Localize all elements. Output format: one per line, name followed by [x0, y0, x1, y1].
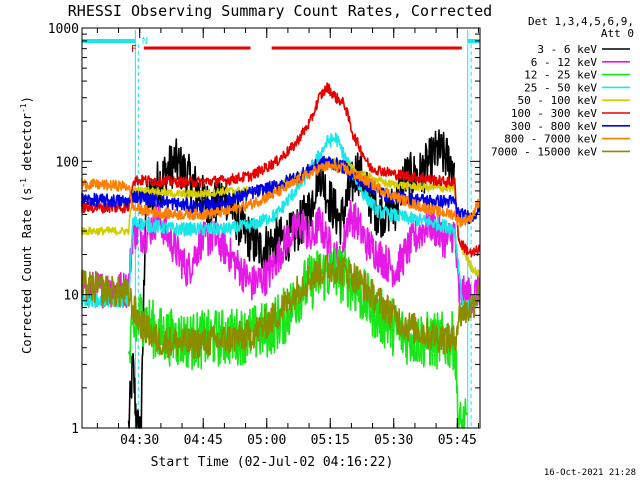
x-tick-label: 05:45: [438, 433, 477, 448]
y-axis-label-part: detector: [20, 113, 34, 178]
x-tick-label: 04:45: [184, 433, 223, 448]
footer-timestamp: 16-Oct-2021 21:28: [544, 468, 636, 478]
x-tick-label: 05:15: [311, 433, 350, 448]
night-flag-label: N: [142, 36, 148, 47]
plot-frame: [81, 27, 481, 429]
legend-header-line-2: Att 0: [601, 27, 634, 40]
y-tick-label: 1: [71, 422, 79, 437]
x-tick-label: 05:00: [247, 433, 286, 448]
legend-label: 12 - 25 keV: [524, 69, 597, 82]
series-line-7: [81, 155, 481, 225]
legend-label: 50 - 100 keV: [518, 94, 598, 107]
legend-label: 300 - 800 keV: [511, 120, 597, 133]
legend-label: 7000 - 15000 keV: [491, 145, 597, 158]
series-line-9: [81, 254, 481, 360]
x-tick-label: 05:30: [374, 433, 413, 448]
chart-title: RHESSI Observing Summary Count Rates, Co…: [68, 2, 492, 20]
axes-layer: 04:30 04:45 05:00 05:15 05:30 05:45 1 10 100 1000: [48, 22, 481, 448]
series-line-8: [81, 160, 481, 228]
series-line-3: [127, 247, 468, 429]
series-line-6: [81, 82, 481, 258]
y-axis-label-superscript: -1: [19, 178, 28, 188]
legend-label: 6 - 12 keV: [531, 56, 598, 69]
legend-label: 100 - 300 keV: [511, 107, 597, 120]
y-tick-label: 10: [63, 289, 79, 304]
series-line-4: [81, 132, 481, 313]
x-tick-label: 04:30: [120, 433, 159, 448]
legend-label: 800 - 7000 keV: [504, 133, 597, 146]
legend-label: 25 - 50 keV: [524, 81, 597, 94]
y-tick-label: 100: [56, 155, 79, 170]
series-line-2: [81, 199, 481, 314]
legend-header-line-1: Det 1,3,4,5,6,9,: [528, 15, 634, 28]
flare-flag-label: F: [131, 44, 137, 55]
y-axis-label-part: Corrected Count Rate (s: [20, 188, 34, 354]
y-axis-label: Corrected Count Rate (s-1 detector-1): [19, 96, 34, 354]
y-axis-label-superscript: -1: [19, 103, 28, 113]
x-axis-label: Start Time (02-Jul-02 04:16:22): [151, 455, 394, 470]
y-axis-label-part: ): [20, 96, 34, 103]
data-series-layer: [81, 82, 481, 429]
y-tick-label: 1000: [48, 22, 79, 37]
legend-label: 3 - 6 keV: [537, 43, 597, 56]
